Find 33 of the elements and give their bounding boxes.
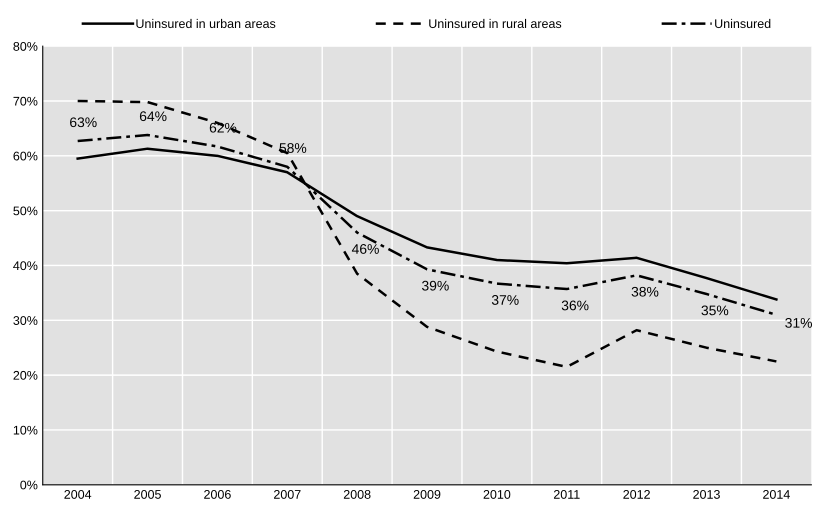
data-label: 63% — [70, 117, 97, 128]
data-label: 64% — [140, 111, 167, 122]
data-label: 39% — [422, 280, 449, 291]
legend-label: Uninsured in rural areas — [429, 18, 562, 28]
x-tick-label: 2009 — [414, 490, 440, 499]
y-tick-label: 40% — [13, 261, 38, 270]
y-tick-label: 20% — [13, 370, 38, 380]
x-tick-label: 2010 — [484, 490, 510, 499]
legend-label: Uninsured in urban areas — [136, 18, 276, 28]
y-tick-label: 60% — [14, 152, 38, 160]
y-tick-label: 50% — [13, 206, 38, 216]
x-tick-label: 2006 — [204, 490, 231, 499]
y-tick-label: 80% — [13, 42, 38, 51]
data-label: 38% — [632, 286, 658, 297]
data-label: 37% — [492, 295, 519, 305]
data-label: 31% — [785, 318, 812, 328]
data-label: 36% — [562, 300, 589, 310]
y-tick-label: 10% — [14, 426, 38, 435]
x-tick-label: 2012 — [623, 490, 650, 499]
x-tick-label: 2008 — [344, 490, 371, 499]
y-tick-label: 0% — [20, 480, 38, 490]
x-tick-label: 2011 — [554, 490, 580, 499]
x-tick-label: 2007 — [274, 490, 301, 499]
legend-label: Uninsured — [715, 18, 770, 28]
x-tick-label: 2014 — [763, 490, 790, 499]
data-label: 35% — [701, 305, 728, 316]
y-tick-label: 30% — [13, 316, 38, 325]
data-label: 58% — [280, 143, 306, 153]
x-tick-label: 2004 — [64, 490, 92, 499]
y-tick-label: 70% — [14, 96, 38, 106]
x-tick-label: 2013 — [693, 490, 720, 499]
x-tick-label: 2005 — [134, 490, 161, 499]
data-label: 46% — [352, 244, 379, 254]
